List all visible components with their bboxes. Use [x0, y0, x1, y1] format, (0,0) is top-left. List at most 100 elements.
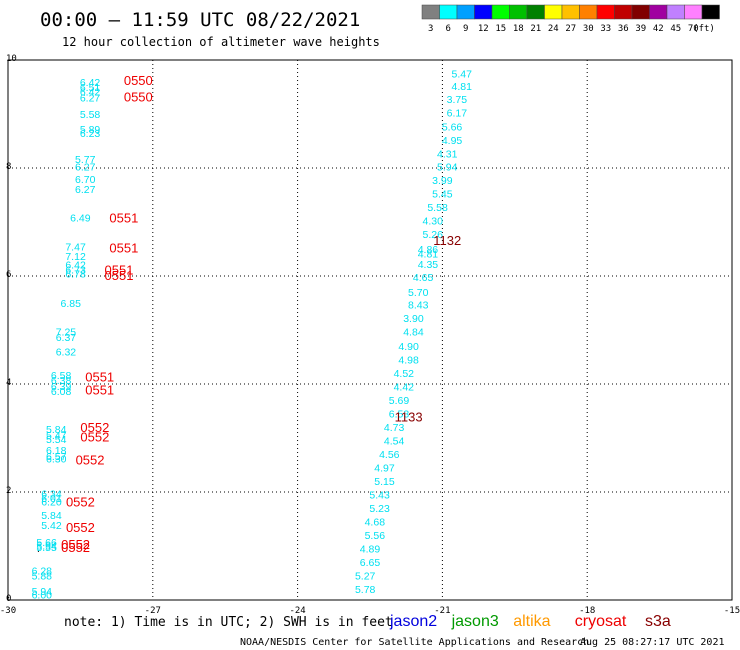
swh-label: 5.45 — [432, 188, 453, 200]
legend-bin-label: 39 — [635, 24, 646, 34]
satellite-legend-cryosat: cryosat — [575, 613, 627, 630]
swh-label: 4.54 — [384, 436, 405, 448]
swh-label: 3.99 — [432, 175, 453, 187]
legend-swatch — [456, 4, 475, 20]
swh-label: 6.49 — [70, 213, 91, 225]
legend-bin-label: 15 — [495, 24, 506, 34]
time-label: 0550 — [124, 73, 153, 88]
swh-label: 4.65 — [413, 272, 434, 284]
swh-label: 5.47 — [451, 69, 472, 81]
legend-bin-label: 12 — [478, 24, 489, 34]
swh-label: 6.37 — [56, 332, 77, 344]
satellite-legend-s3a: s3a — [645, 613, 671, 630]
swh-label: 5.94 — [32, 586, 53, 598]
swh-label: 7.25 — [56, 327, 77, 339]
swh-label: 4.81 — [451, 81, 472, 93]
satellite-legend-altika: altika — [513, 613, 550, 630]
swh-label: 6.01 — [41, 493, 62, 505]
swh-label: 6.85 — [61, 298, 82, 310]
y-tick-label: 6 — [6, 270, 11, 280]
swh-label: 5.84 — [41, 510, 62, 522]
swh-label: 4.52 — [394, 368, 415, 380]
swh-label: 3.75 — [447, 94, 468, 106]
swh-label: 5.15 — [374, 476, 395, 488]
x-tick-labels: -30 -27 -24 -21 -18 -15 — [0, 606, 740, 616]
legend-swatch — [666, 4, 685, 20]
swh-label: 6.65 — [360, 557, 381, 569]
satellite-legend: jason2 jason3 altika cryosat s3a — [389, 613, 671, 630]
footnote: note: 1) Time is in UTC; 2) SWH is in fe… — [64, 615, 393, 630]
swh-label: 6.18 — [46, 445, 67, 457]
swh-label: 5.78 — [355, 584, 376, 596]
swh-label: 6.58 — [51, 370, 72, 382]
time-label: 0551 — [85, 369, 114, 384]
time-label: 0551 — [105, 263, 134, 278]
swh-label: 4.97 — [374, 463, 395, 475]
legend-swatch — [579, 4, 598, 20]
swh-label: 6.17 — [447, 107, 468, 119]
legend-bin-label: 36 — [618, 24, 629, 34]
swh-label: 8.43 — [408, 300, 429, 312]
color-legend: 3 6 9 12 15 18 21 24 27 30 33 36 39 42 45 70(ft) — [421, 4, 720, 34]
x-tick-label: -30 — [0, 606, 16, 616]
stray-dot: . — [37, 544, 40, 555]
swh-label: 6.53 — [389, 409, 410, 421]
swh-label: 6.23 — [80, 128, 101, 140]
swh-label: 5.54 — [46, 434, 67, 446]
swh-label: 6.27 — [80, 92, 101, 104]
swh-label: 7.12 — [65, 251, 86, 263]
time-label: 0552 — [76, 453, 105, 468]
swh-label: 6.42 — [80, 86, 101, 98]
swh-label: 4.56 — [379, 449, 400, 461]
y-tick-label: 10 — [6, 54, 17, 64]
satellite-legend-jason3: jason3 — [451, 613, 499, 630]
swh-label: 5.69 — [389, 395, 410, 407]
swh-label: 6.70 — [75, 174, 96, 186]
swh-label: 5.55 — [36, 542, 57, 554]
legend-swatch — [509, 4, 528, 20]
swh-label: 4.84 — [403, 327, 424, 339]
legend-bin-label: 42 — [653, 24, 664, 34]
swh-label: 5.70 — [408, 287, 429, 299]
swh-label: 4.42 — [394, 382, 415, 394]
time-label: 0552 — [61, 540, 90, 555]
swh-label: 4.90 — [398, 341, 419, 353]
time-label: 0552 — [61, 537, 90, 552]
swh-label: 5.27 — [355, 571, 376, 583]
swh-label: 6.08 — [51, 386, 72, 398]
satellite-legend-jason2: jason2 — [389, 613, 437, 630]
swh-label: 4.31 — [437, 148, 458, 160]
swh-labels: 6.426.516.426.275.585.896.235.776.276.70… — [32, 69, 473, 602]
time-label: 0552 — [80, 429, 109, 444]
time-labels: 0550055005510551055105510551055105520552… — [61, 73, 461, 555]
swh-label: 5.47 — [46, 430, 67, 442]
swh-label: 6.38 — [51, 375, 72, 387]
swh-label: 5.23 — [369, 503, 390, 515]
x-tick-label: -24 — [289, 606, 305, 616]
swh-label: 4.73 — [384, 422, 405, 434]
swh-label: 5.84 — [46, 424, 67, 436]
legend-swatch — [561, 4, 580, 20]
legend-swatch — [614, 4, 633, 20]
swh-label: 6.28 — [32, 565, 53, 577]
legend-bin-label: 33 — [600, 24, 611, 34]
swh-label: 6.73 — [65, 265, 86, 277]
swh-label: 4.98 — [398, 355, 419, 367]
swh-label: 5.88 — [32, 571, 53, 583]
swh-label: 6.00 — [32, 590, 53, 602]
legend-swatch — [649, 4, 668, 20]
time-label: 0551 — [85, 382, 114, 397]
legend-bin-label: 27 — [565, 24, 576, 34]
legend-bin-label: 9 — [463, 24, 468, 34]
legend-swatch — [596, 4, 615, 20]
swh-label: 5.66 — [442, 121, 463, 133]
time-label: 0551 — [105, 268, 134, 283]
footer-credit: NOAA/NESDIS Center for Satellite Applica… — [240, 637, 589, 648]
timestamp: Aug 25 08:27:17 UTC 2021 — [580, 637, 725, 648]
legend-bin-label: 70 — [688, 24, 699, 34]
swh-label: 5.89 — [80, 124, 101, 136]
swh-label: 5.94 — [36, 540, 57, 552]
legend-swatch — [474, 4, 493, 20]
legend-swatch — [421, 4, 440, 20]
